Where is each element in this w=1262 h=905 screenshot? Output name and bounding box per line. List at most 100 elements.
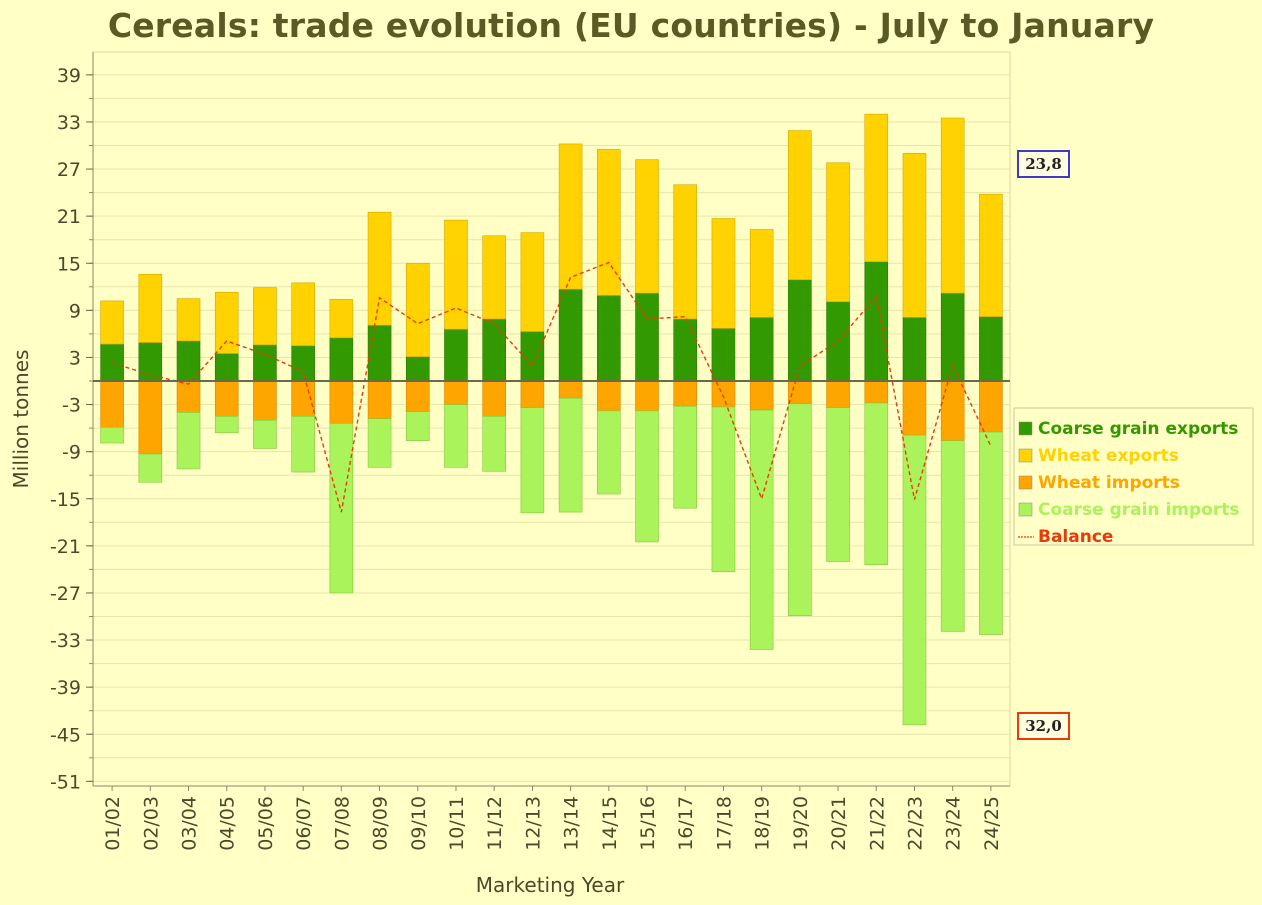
y-tick-label: 39 — [57, 65, 81, 87]
y-tick-label: 33 — [57, 112, 81, 134]
y-tick-label: 3 — [69, 347, 81, 369]
bar-wheat-exports — [597, 149, 621, 296]
legend: Coarse grain exports Wheat exports Wheat i… — [1013, 407, 1254, 547]
bar-wheat-imports — [788, 380, 812, 405]
bar-wheat-exports — [100, 300, 124, 345]
bar-wheat-exports — [520, 232, 545, 332]
bar-wheat-exports — [864, 113, 889, 262]
bar-wheat-imports — [979, 380, 1003, 433]
x-tick-label: 12/13 — [522, 796, 544, 851]
bar-wheat-exports — [405, 262, 430, 357]
bar-coarse-grain-imports — [864, 402, 889, 565]
y-tick-label: 15 — [57, 253, 81, 275]
bar-wheat-imports — [711, 380, 736, 408]
bar-wheat-exports — [788, 130, 812, 281]
x-tick-label: 15/16 — [637, 796, 659, 851]
bar-coarse-grain-exports — [749, 317, 774, 382]
bar-coarse-grain-exports — [558, 288, 583, 382]
bar-coarse-grain-imports — [367, 418, 392, 468]
bar-coarse-grain-imports — [673, 405, 698, 509]
legend-label-wheat-exports: Wheat exports — [1038, 446, 1179, 466]
bar-coarse-grain-exports — [405, 356, 430, 382]
bar-coarse-grain-imports — [176, 412, 201, 470]
x-tick-label: 05/06 — [255, 796, 277, 851]
callouts: 23,8 32,0 — [1017, 150, 1070, 740]
bar-coarse-grain-exports — [444, 328, 468, 382]
x-tick-label: 02/03 — [140, 796, 162, 851]
balance-line-layer — [111, 261, 992, 513]
bar-coarse-grain-exports — [864, 261, 889, 382]
callout-box — [1017, 712, 1070, 740]
callout-box — [1017, 150, 1070, 178]
bar-wheat-imports — [367, 380, 392, 419]
bar-coarse-grain-exports — [711, 328, 736, 382]
legend-label-wheat-imports: Wheat imports — [1038, 473, 1180, 493]
bar-coarse-grain-exports — [214, 353, 239, 382]
y-tick-label: -45 — [50, 724, 81, 746]
bar-coarse-grain-imports — [826, 407, 850, 562]
bar-coarse-grain-imports — [520, 407, 545, 514]
bar-coarse-grain-exports — [979, 316, 1003, 382]
bar-coarse-grain-exports — [520, 331, 545, 382]
bar-coarse-grain-exports — [940, 292, 965, 382]
bar-wheat-imports — [329, 380, 354, 424]
bar-coarse-grain-imports — [329, 423, 354, 594]
x-tick-label: 24/25 — [981, 796, 1003, 851]
bar-coarse-grain-exports — [100, 343, 124, 382]
bar-wheat-exports — [902, 153, 927, 318]
x-tick-label: 17/18 — [713, 796, 735, 851]
bar-coarse-grain-exports — [902, 317, 927, 382]
x-tick-label: 06/07 — [293, 796, 315, 851]
bar-coarse-grain-imports — [788, 403, 812, 617]
bar-coarse-grain-imports — [635, 410, 659, 543]
y-tick-label: -15 — [50, 489, 81, 511]
bar-wheat-exports — [979, 193, 1003, 317]
bar-wheat-exports — [444, 219, 468, 330]
x-tick-label: 03/04 — [179, 796, 201, 851]
bar-coarse-grain-exports — [367, 324, 392, 382]
bar-coarse-grain-exports — [788, 279, 812, 382]
bar-wheat-exports — [291, 282, 315, 346]
x-tick-label: 23/24 — [943, 796, 965, 851]
bar-coarse-grain-imports — [291, 416, 315, 473]
y-tick-label: -51 — [50, 771, 81, 793]
y-tick-label: -21 — [50, 536, 81, 558]
bar-wheat-imports — [176, 380, 201, 413]
y-tick-label: 9 — [69, 300, 81, 322]
x-tick-label: 20/21 — [828, 796, 850, 851]
x-tick-label: 18/19 — [752, 796, 774, 851]
bar-wheat-imports — [214, 380, 239, 417]
bar-wheat-imports — [100, 380, 124, 428]
bar-coarse-grain-exports — [597, 295, 621, 382]
y-tick-label: 21 — [57, 206, 81, 228]
y-tick-label: 27 — [57, 159, 81, 181]
bar-wheat-imports — [673, 380, 698, 407]
bar-wheat-imports — [405, 380, 430, 412]
gridlines — [92, 51, 1011, 787]
x-tick-label: 04/05 — [217, 796, 239, 851]
y-tick-label: -9 — [62, 442, 81, 464]
legend-swatch-coarse-grain-imports — [1018, 502, 1033, 517]
bar-coarse-grain-imports — [979, 431, 1003, 635]
y-tick-label: -27 — [50, 583, 81, 605]
bar-wheat-imports — [444, 380, 468, 405]
bar-coarse-grain-imports — [253, 419, 277, 449]
bar-wheat-exports — [673, 184, 698, 320]
x-tick-label: 14/15 — [599, 796, 621, 851]
x-tick-label: 09/10 — [408, 796, 430, 851]
x-tick-label: 10/11 — [446, 796, 468, 851]
bar-wheat-imports — [826, 380, 850, 408]
legend-swatch-wheat-imports — [1018, 475, 1033, 490]
bar-coarse-grain-exports — [482, 318, 506, 382]
legend-label-coarse-grain-exports: Coarse grain exports — [1038, 419, 1238, 439]
bar-wheat-exports — [138, 273, 163, 343]
legend-box — [1013, 407, 1254, 546]
bar-coarse-grain-exports — [138, 342, 163, 382]
bar-coarse-grain-imports — [902, 434, 927, 726]
x-tick-label: 01/02 — [102, 796, 124, 851]
legend-label-coarse-grain-imports: Coarse grain imports — [1038, 500, 1239, 520]
chart-title: Cereals: trade evolution (EU countries) … — [107, 6, 1155, 45]
legend-swatch-wheat-exports — [1018, 448, 1033, 463]
bar-wheat-exports — [482, 235, 506, 320]
